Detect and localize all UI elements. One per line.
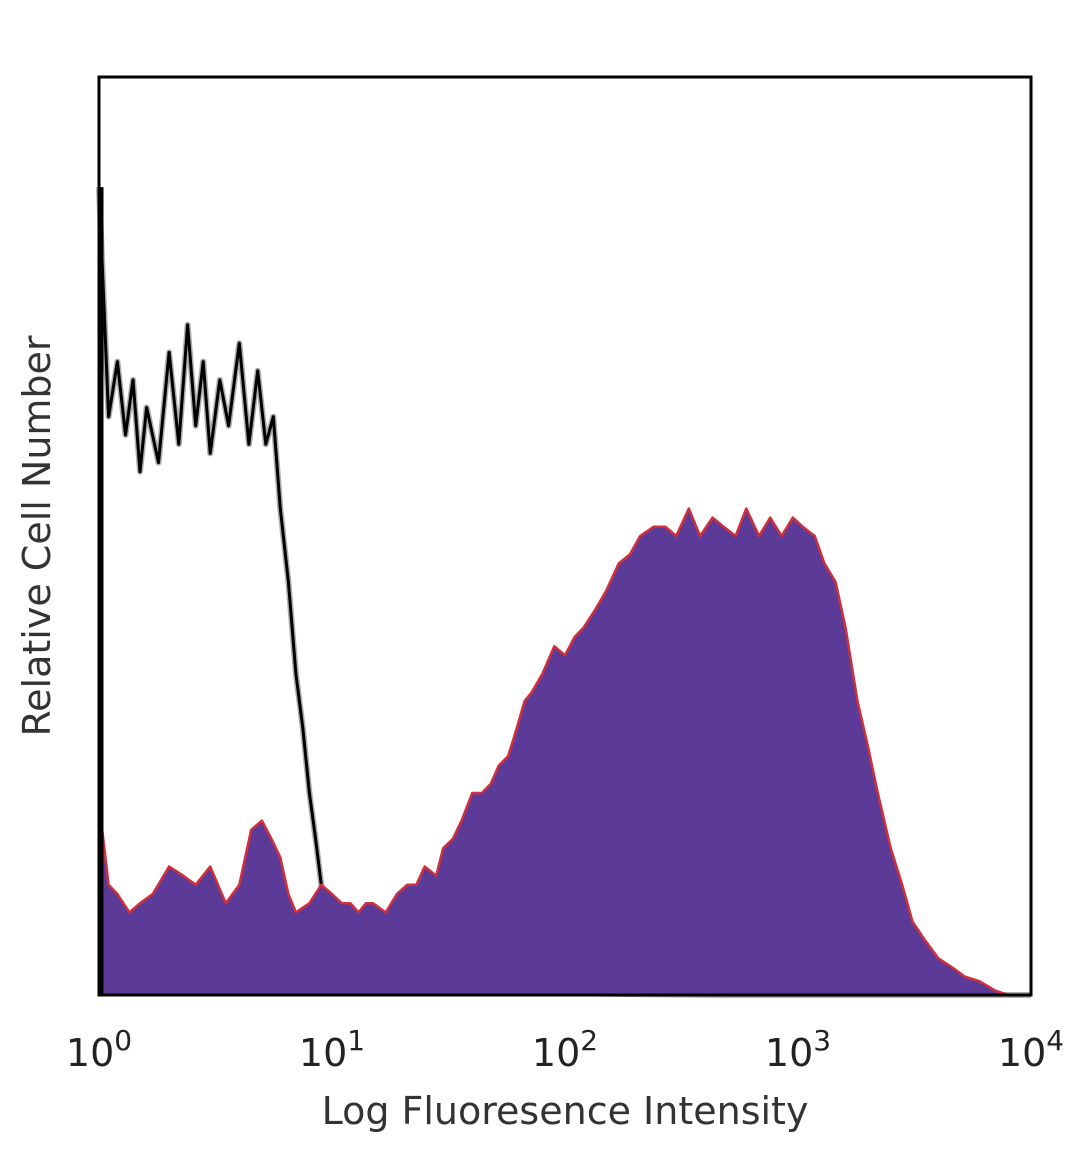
plot-content (96, 187, 1031, 998)
x-tick-label: 101 (299, 1024, 365, 1075)
stained-histogram-edge (97, 507, 1031, 997)
stained-histogram-area (99, 508, 1031, 995)
x-tick-label: 100 (66, 1024, 132, 1075)
y-axis-title: Relative Cell Number (15, 335, 59, 736)
plot-frame (97, 75, 1033, 997)
x-tick-label: 102 (532, 1024, 598, 1075)
x-tick-label: 103 (765, 1024, 831, 1075)
x-tick-label: 104 (998, 1024, 1064, 1075)
x-axis-title: Log Fluoresence Intensity (322, 1089, 809, 1133)
x-axis-ticks: 100 101 102 103 104 (66, 1024, 1064, 1075)
